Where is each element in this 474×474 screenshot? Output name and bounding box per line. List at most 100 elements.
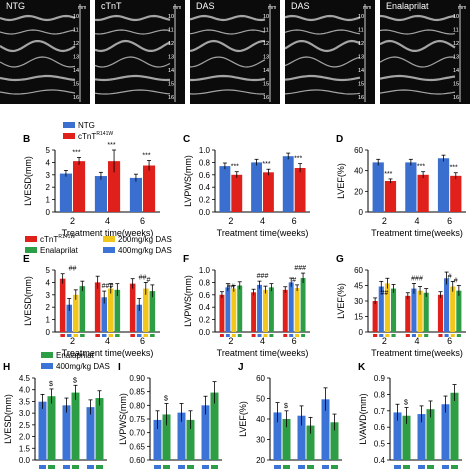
y-tick-label: 1 [46,316,51,325]
group-marker [442,465,449,469]
echo-tissue-band [0,74,76,82]
group-marker [424,334,429,337]
echo-ruler-tick: 14 [73,68,79,74]
y-tick-label: 1.5 [19,444,31,453]
bar [423,292,429,332]
bar [263,172,274,212]
bar [108,288,114,332]
y-axis-label: LVPWS(mm) [118,393,128,445]
bar [71,392,80,460]
echo-tissue-band [94,74,171,82]
panel-letter: H [3,362,10,373]
x-tick-label: 2 [70,216,75,226]
y-tick-label: 40 [256,415,265,424]
significance-mark: $ [284,403,288,410]
bar [330,422,339,460]
significance-mark: $ [404,400,408,407]
group-marker [391,334,396,337]
bar [282,289,288,332]
bar [417,174,429,212]
echo-ruler-tick: 15 [453,82,459,88]
bar [62,405,71,460]
bar [294,287,300,332]
significance-mark: ## [227,284,235,291]
bar [321,399,330,460]
y-tick-label: 0.75 [129,415,145,424]
significance-mark: ### [102,283,114,290]
significance-mark: *** [231,164,239,171]
significance-mark: *** [107,142,115,149]
y-tick-label: 0.5 [374,440,386,449]
group-marker [130,334,135,337]
y-tick-label: 0.85 [129,388,145,397]
legend-label: cTnT [78,132,96,141]
significance-mark: # [448,273,452,280]
echo-ruler-tick: 13 [263,55,269,61]
y-tick-label: 4 [46,158,51,167]
bar [268,287,274,332]
group-marker [251,334,256,337]
bar [59,173,72,212]
group-marker [63,465,70,469]
echo-tissue-band [0,14,76,22]
group-marker [379,334,384,337]
echo-ruler-tick: 13 [358,55,364,61]
y-tick-label: 45 [354,282,363,291]
group-marker [73,334,79,337]
bar [405,295,411,332]
echo-panel: mm 10 11 12 13 14 15 16 Enalaprilat [379,0,470,104]
legend-label: 400mg/kg DAS [118,246,172,255]
echo-ruler-tick: 16 [358,95,364,101]
x-tick-label: 6 [447,336,452,346]
group-marker [225,334,230,337]
echo-tissue-band [284,74,361,82]
significance-mark: # [454,278,458,285]
x-tick-label: 6 [140,336,145,346]
bar [263,289,268,332]
group-marker [298,465,305,469]
x-tick-label: 2 [228,216,233,226]
significance-mark: *** [417,164,425,171]
y-tick-label: 4.5 [19,374,31,383]
group-marker [39,465,46,469]
x-axis-label: Treatment time(weeks) [371,348,463,358]
y-tick-label: 2 [46,303,51,312]
echo-tissue-band [94,29,171,35]
echo-ruler-unit: mm [363,5,371,11]
y-tick-label: 3 [46,171,51,180]
y-tick-label: 0.0 [19,456,31,465]
group-marker [60,334,65,337]
bar [450,175,462,212]
bar [384,283,390,332]
chart-panel-k: K 0.4 0.5 0.6 0.7 0.8 0.9 LVAWD(mm) $ [358,362,462,469]
bar [402,415,411,460]
y-tick-label: 4 [46,278,51,287]
bar [411,288,417,332]
significance-mark: ### [257,273,269,280]
echo-tissue-band [379,74,456,82]
y-tick-label: 0.65 [129,442,145,451]
significance-mark: # [292,277,296,284]
echo-tissue-band [94,39,171,53]
bar [294,167,306,212]
echo-tissue-band [0,89,76,95]
significance-mark: ## [69,266,77,273]
x-axis-label: Treatment time(weeks) [62,348,154,358]
panel-letter: K [358,362,366,373]
echo-tissue-band [379,39,456,52]
echo-panel: mm 10 11 12 13 14 15 16 cTnT [94,0,185,104]
x-tick-label: 6 [292,336,297,346]
y-tick-label: 2.0 [19,433,31,442]
echo-tissue-band [189,39,266,53]
group-marker [274,465,281,469]
echo-ruler-tick: 12 [73,41,79,47]
echo-panel-label: Enalaprilat [386,1,429,11]
echo-tissue-band [94,56,171,68]
echo-ruler-unit: mm [458,5,466,11]
legend-label: Enalaprilat [56,351,95,360]
echo-ruler-tick: 11 [453,28,459,34]
bar [210,392,219,460]
group-marker [322,465,329,469]
